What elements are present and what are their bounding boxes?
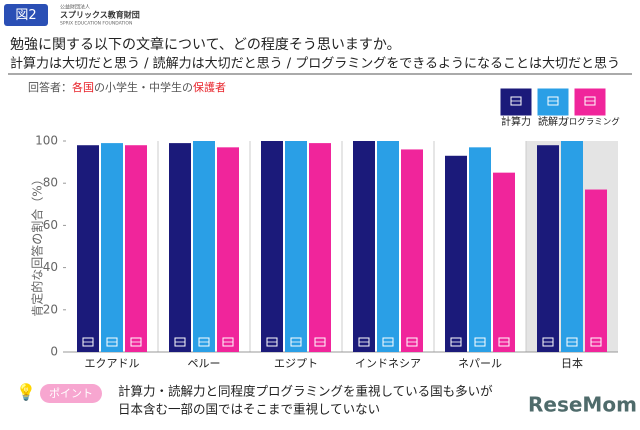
bar xyxy=(377,141,399,352)
badge-box xyxy=(4,4,48,26)
x-tick-label: エジプト xyxy=(274,357,318,370)
bar xyxy=(101,143,123,352)
org-en: SPRIX EDUCATION FOUNDATION xyxy=(60,21,132,27)
bar xyxy=(445,155,467,352)
legend-label: プログラミング xyxy=(560,117,620,128)
respondent-part: 保護者 xyxy=(193,80,226,94)
bar xyxy=(585,189,607,352)
x-tick-label: ペルー xyxy=(188,357,221,370)
point-line: 日本含む一部の国ではそこまで重視していない xyxy=(118,402,380,417)
respondent-part: の小学生・中学生の xyxy=(94,80,193,94)
respondent: 回答者：各国の小学生・中学生の保護者 xyxy=(28,80,226,94)
respondent-part: 回答者： xyxy=(28,80,72,94)
point-pill xyxy=(40,384,102,403)
point-line: 計算力・読解力と同程度プログラミングを重視している国も多いが xyxy=(118,384,493,399)
y-tick-label: 100 xyxy=(35,134,58,148)
bar xyxy=(561,141,583,352)
x-tick-label: インドネシア xyxy=(355,357,421,370)
bar xyxy=(537,145,559,352)
watermark: ReseMom xyxy=(528,393,637,417)
x-tick-label: エクアドル xyxy=(85,357,140,370)
bar xyxy=(193,141,215,352)
legend-swatch xyxy=(499,87,533,117)
bar xyxy=(261,141,283,352)
badge: 図2 xyxy=(15,8,36,23)
respondent-part: 各国 xyxy=(72,80,94,94)
question: 勉強に関する以下の文章について、どの程度そう思いますか。 xyxy=(10,36,401,53)
y-axis-label: 肯定的な回答の割合（%） xyxy=(30,173,45,316)
y-tick-label: 80 xyxy=(43,176,58,190)
bar xyxy=(353,141,375,352)
y-tick-label: 40 xyxy=(43,260,58,274)
x-tick-label: ネパール xyxy=(458,357,502,370)
subtitle: 計算力は大切だと思う / 読解力は大切だと思う / プログラミングをできるように… xyxy=(10,56,620,72)
y-tick-label: 60 xyxy=(43,218,58,232)
bar xyxy=(401,149,423,352)
bar xyxy=(285,141,307,352)
legend-label: 計算力 xyxy=(501,115,531,128)
org-name: スプリックス教育財団 xyxy=(60,10,140,20)
bar xyxy=(217,147,239,352)
bulb-icon: 💡 xyxy=(16,383,36,402)
bar xyxy=(309,143,331,352)
bar xyxy=(469,147,491,352)
y-tick-label: 20 xyxy=(43,302,58,316)
x-tick-label: 日本 xyxy=(561,356,583,370)
legend-swatch xyxy=(536,87,570,117)
org-type: 公益財団法人 xyxy=(60,4,90,11)
bar xyxy=(77,145,99,352)
legend-swatch xyxy=(573,87,607,117)
bar xyxy=(125,145,147,352)
legend-label: 読解力 xyxy=(538,115,568,128)
y-tick-label: 0 xyxy=(50,345,58,359)
point-tag: ポイント xyxy=(49,387,93,400)
bar xyxy=(169,143,191,352)
bar xyxy=(493,172,515,352)
